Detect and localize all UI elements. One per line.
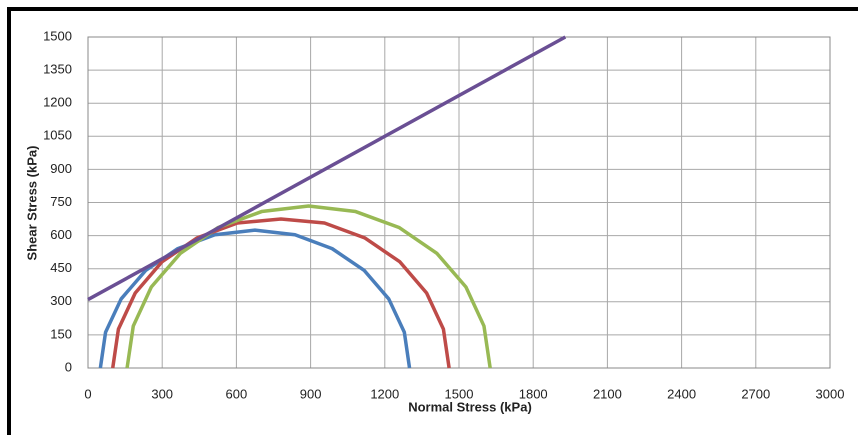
series-line bbox=[87, 35, 567, 302]
x-tick-label: 2700 bbox=[741, 386, 770, 401]
y-tick-label: 150 bbox=[50, 326, 72, 341]
y-tick-label: 750 bbox=[50, 194, 72, 209]
frame bbox=[7, 7, 858, 435]
y-axis-title: Shear Stress (kPa) bbox=[24, 146, 39, 261]
x-tick-label: 2400 bbox=[667, 386, 696, 401]
x-tick-label: 300 bbox=[151, 386, 173, 401]
y-tick-label: 600 bbox=[50, 227, 72, 242]
x-axis-title: Normal Stress (kPa) bbox=[408, 399, 532, 414]
x-tick-label: 2100 bbox=[593, 386, 622, 401]
series-line bbox=[125, 204, 492, 369]
y-tick-label: 450 bbox=[50, 260, 72, 275]
series-group bbox=[87, 35, 567, 369]
y-tick-label: 0 bbox=[65, 359, 72, 374]
series-line bbox=[98, 228, 412, 369]
y-tick-label: 1050 bbox=[43, 128, 72, 143]
x-tick-label: 0 bbox=[84, 386, 91, 401]
x-tick-label: 600 bbox=[226, 386, 248, 401]
y-tick-label: 1500 bbox=[43, 28, 72, 43]
x-tick-label: 900 bbox=[300, 386, 322, 401]
x-tick-label: 1800 bbox=[519, 386, 548, 401]
x-tick-label: 1200 bbox=[370, 386, 399, 401]
y-tick-label: 1200 bbox=[43, 95, 72, 110]
y-tick-label: 900 bbox=[50, 161, 72, 176]
y-tick-label: 300 bbox=[50, 293, 72, 308]
plot-area bbox=[87, 36, 831, 369]
x-tick-label: 1500 bbox=[445, 386, 474, 401]
x-tick-label: 3000 bbox=[816, 386, 845, 401]
series-line bbox=[111, 217, 451, 369]
y-tick-label: 1350 bbox=[43, 62, 72, 77]
